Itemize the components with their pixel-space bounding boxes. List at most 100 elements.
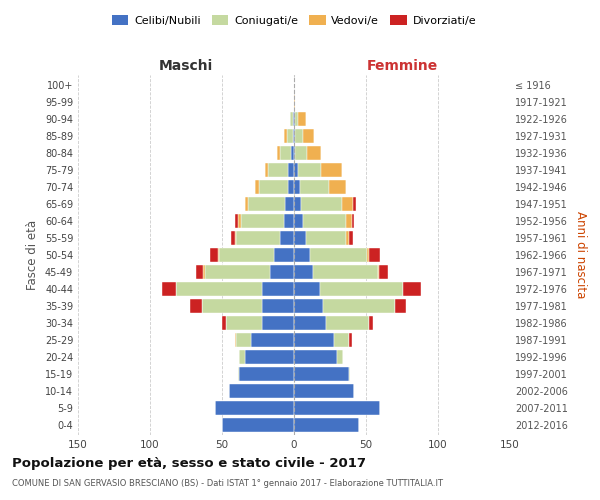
Bar — [262, 282, 294, 296]
Bar — [190, 299, 202, 313]
Bar — [294, 146, 295, 160]
Bar — [241, 214, 284, 228]
Bar — [349, 231, 353, 245]
Bar — [229, 384, 294, 398]
Bar — [291, 146, 294, 160]
Bar — [294, 384, 355, 398]
Bar — [352, 214, 355, 228]
Bar — [329, 180, 346, 194]
Bar — [245, 197, 248, 211]
Bar — [294, 180, 300, 194]
Bar — [202, 299, 262, 313]
Bar — [236, 333, 251, 347]
Bar — [238, 367, 239, 381]
Bar — [295, 112, 298, 126]
Bar — [222, 316, 226, 330]
Bar — [377, 265, 379, 279]
Bar — [294, 316, 326, 330]
Bar — [219, 248, 274, 262]
Bar — [284, 129, 287, 143]
Text: Popolazione per età, sesso e stato civile - 2017: Popolazione per età, sesso e stato civil… — [12, 458, 366, 470]
Bar — [313, 265, 377, 279]
Bar — [379, 265, 388, 279]
Bar — [403, 282, 421, 296]
Bar — [293, 129, 294, 143]
Bar — [239, 350, 245, 364]
Bar — [326, 316, 369, 330]
Bar — [248, 197, 286, 211]
Bar — [226, 316, 262, 330]
Bar — [262, 316, 294, 330]
Bar — [251, 333, 294, 347]
Bar — [230, 231, 235, 245]
Bar — [286, 197, 294, 211]
Bar — [294, 197, 301, 211]
Bar — [294, 367, 349, 381]
Bar — [294, 265, 313, 279]
Bar — [294, 333, 334, 347]
Bar — [307, 146, 322, 160]
Bar — [302, 214, 346, 228]
Y-axis label: Anni di nascita: Anni di nascita — [574, 212, 587, 298]
Bar — [295, 129, 302, 143]
Bar — [294, 299, 323, 313]
Bar — [320, 282, 403, 296]
Bar — [288, 163, 294, 177]
Bar — [323, 299, 395, 313]
Bar — [269, 265, 294, 279]
Bar — [353, 197, 356, 211]
Bar — [280, 146, 291, 160]
Bar — [322, 163, 341, 177]
Bar — [301, 197, 341, 211]
Bar — [290, 112, 293, 126]
Bar — [369, 248, 380, 262]
Bar — [294, 282, 320, 296]
Bar — [305, 231, 346, 245]
Bar — [284, 214, 294, 228]
Bar — [265, 163, 268, 177]
Bar — [238, 214, 241, 228]
Y-axis label: Fasce di età: Fasce di età — [26, 220, 39, 290]
Bar — [294, 129, 295, 143]
Bar — [334, 333, 349, 347]
Bar — [395, 299, 406, 313]
Bar — [235, 231, 236, 245]
Bar — [294, 248, 310, 262]
Bar — [218, 248, 219, 262]
Bar — [346, 231, 349, 245]
Bar — [349, 333, 352, 347]
Bar — [294, 95, 295, 109]
Bar — [294, 231, 305, 245]
Bar — [161, 282, 176, 296]
Bar — [287, 129, 293, 143]
Text: Maschi: Maschi — [159, 60, 213, 74]
Bar — [205, 265, 269, 279]
Bar — [295, 146, 307, 160]
Bar — [302, 129, 314, 143]
Bar — [259, 180, 288, 194]
Bar — [349, 367, 350, 381]
Bar — [294, 418, 359, 432]
Bar — [255, 180, 259, 194]
Bar — [341, 197, 353, 211]
Bar — [294, 350, 337, 364]
Bar — [274, 248, 294, 262]
Bar — [268, 163, 288, 177]
Bar — [300, 180, 329, 194]
Bar — [298, 163, 322, 177]
Bar — [215, 401, 294, 415]
Bar — [294, 112, 295, 126]
Text: COMUNE DI SAN GERVASIO BRESCIANO (BS) - Dati ISTAT 1° gennaio 2017 - Elaborazion: COMUNE DI SAN GERVASIO BRESCIANO (BS) - … — [12, 479, 443, 488]
Bar — [245, 350, 294, 364]
Text: Femmine: Femmine — [367, 60, 437, 74]
Bar — [211, 248, 218, 262]
Bar — [367, 248, 369, 262]
Bar — [262, 299, 294, 313]
Bar — [294, 214, 302, 228]
Bar — [346, 214, 352, 228]
Bar — [294, 163, 298, 177]
Bar — [236, 231, 280, 245]
Bar — [235, 333, 236, 347]
Bar — [369, 316, 373, 330]
Bar — [277, 146, 280, 160]
